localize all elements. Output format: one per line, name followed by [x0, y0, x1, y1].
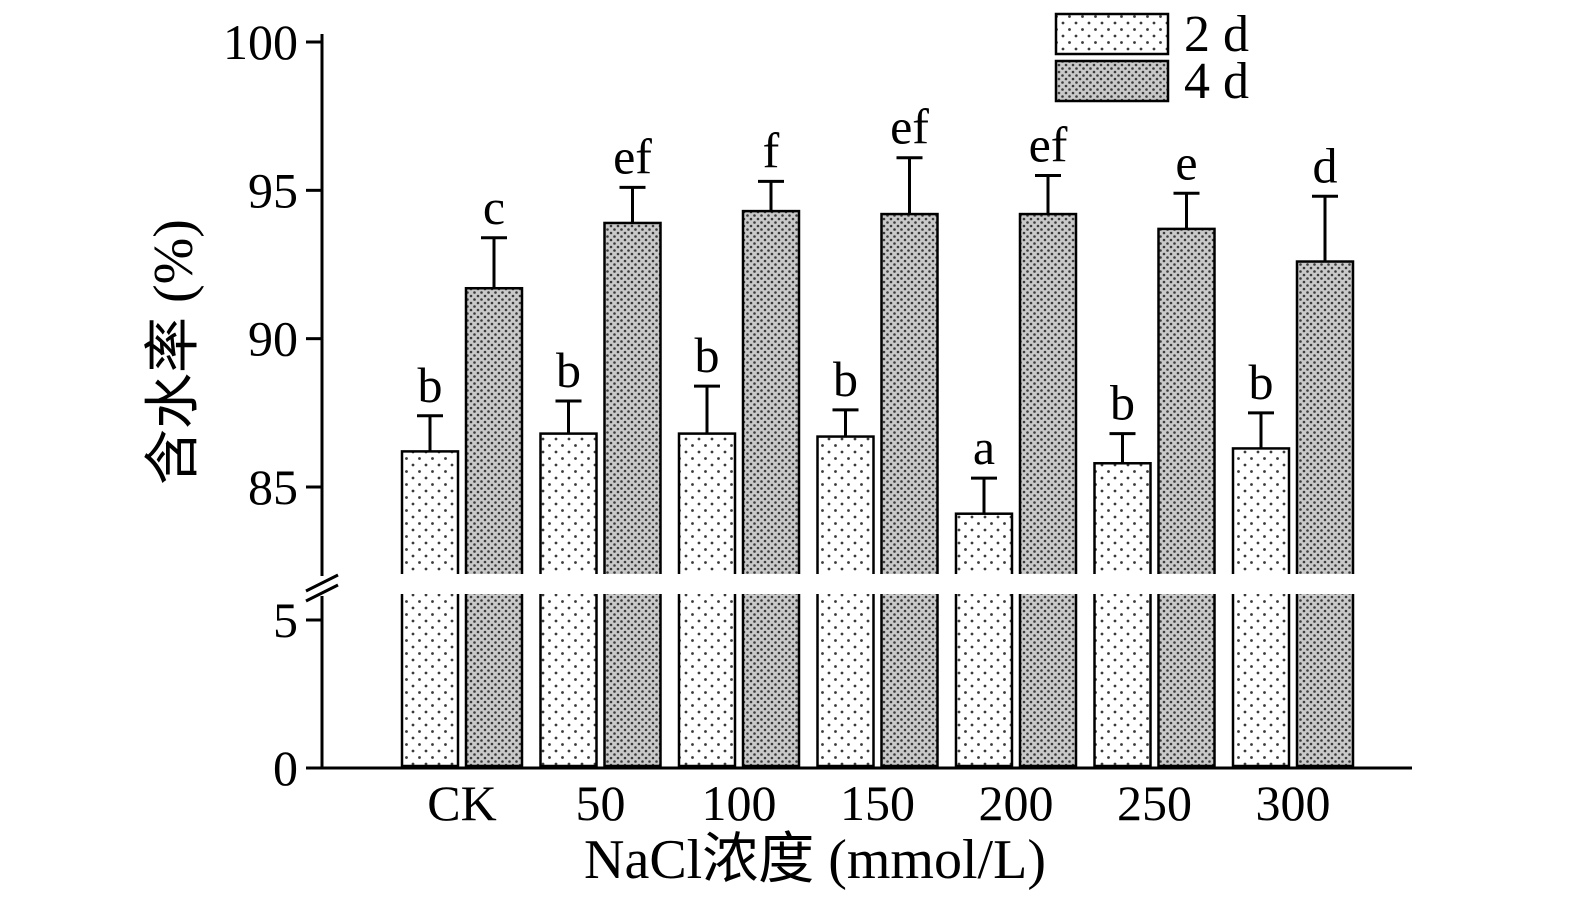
- axis-break-slash: [305, 573, 339, 593]
- axis-break-slash: [305, 583, 339, 603]
- y-tick-label-0: 0: [273, 740, 298, 796]
- significance-letter-2d-CK: b: [418, 357, 443, 413]
- significance-letter-2d-150: b: [833, 351, 858, 407]
- bar-2d-CK: [400, 450, 460, 768]
- x-tick-label-CK: CK: [427, 775, 496, 831]
- bars-group: [400, 209, 1355, 768]
- x-category-labels: CK 50 100 150 200 250 300: [427, 775, 1330, 831]
- y-tick-label-5: 5: [273, 592, 298, 648]
- x-axis-title: NaCl浓度 (mmol/L): [584, 829, 1046, 891]
- significance-letter-4d-300: d: [1313, 137, 1338, 193]
- significance-letter-2d-300: b: [1249, 354, 1274, 410]
- bar-2d-200: [954, 512, 1014, 768]
- significance-letter-4d-CK: c: [483, 179, 505, 235]
- significance-letter-2d-50: b: [556, 342, 581, 398]
- y-tick-label-85: 85: [248, 459, 298, 515]
- significance-letter-4d-250: e: [1175, 134, 1197, 190]
- bar-2d-100: [677, 432, 737, 768]
- bar-2d-50: [539, 432, 598, 768]
- significance-letter-4d-100: f: [763, 122, 780, 178]
- significance-letter-4d-150: ef: [890, 99, 929, 155]
- bar-4d-50: [603, 221, 662, 768]
- y-ticks-group: 85 90 95 100 0 5: [223, 14, 322, 796]
- x-tick-label-200: 200: [979, 775, 1054, 831]
- bar-4d-100: [741, 209, 801, 768]
- significance-letter-2d-250: b: [1110, 375, 1135, 431]
- bar-4d-200: [1018, 212, 1078, 768]
- plot-area: b c b ef b f b ef a ef b e b d 85 90 95 100 0 5 CK 50 100 150 20…: [223, 6, 1412, 831]
- bar-4d-250: [1157, 227, 1216, 768]
- legend-swatch-2d: [1054, 12, 1170, 56]
- bar-2d-150: [816, 435, 875, 768]
- y-axis-title: 含水率 (%): [143, 219, 205, 485]
- x-tick-label-150: 150: [840, 775, 915, 831]
- x-tick-label-50: 50: [576, 775, 626, 831]
- legend: 2 d4 d: [1054, 6, 1249, 110]
- letters-group: b c b ef b f b ef a ef b e b d: [418, 99, 1338, 475]
- significance-letter-2d-200: a: [973, 419, 995, 475]
- axis-break-band: [325, 574, 1412, 594]
- bar-2d-300: [1231, 447, 1291, 768]
- x-tick-label-300: 300: [1256, 775, 1331, 831]
- bar-4d-CK: [464, 286, 524, 768]
- x-tick-label-100: 100: [702, 775, 777, 831]
- bar-2d-250: [1093, 462, 1152, 768]
- bar-4d-300: [1295, 260, 1355, 768]
- y-tick-label-95: 95: [248, 162, 298, 218]
- legend-swatch-4d: [1054, 59, 1170, 103]
- legend-label-4d: 4 d: [1184, 53, 1249, 110]
- y-tick-label-90: 90: [248, 311, 298, 367]
- bar-4d-150: [880, 212, 939, 768]
- significance-letter-4d-50: ef: [613, 128, 652, 184]
- significance-letter-4d-200: ef: [1029, 116, 1068, 172]
- significance-letter-2d-100: b: [695, 327, 720, 383]
- y-tick-label-100: 100: [223, 14, 298, 70]
- legend-label-2d: 2 d: [1184, 6, 1249, 63]
- x-tick-label-250: 250: [1117, 775, 1192, 831]
- error-bars-group: [417, 156, 1338, 514]
